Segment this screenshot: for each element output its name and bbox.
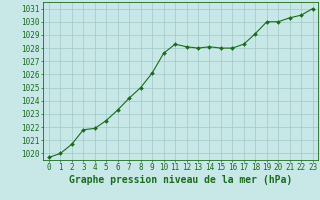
X-axis label: Graphe pression niveau de la mer (hPa): Graphe pression niveau de la mer (hPa): [69, 175, 292, 185]
